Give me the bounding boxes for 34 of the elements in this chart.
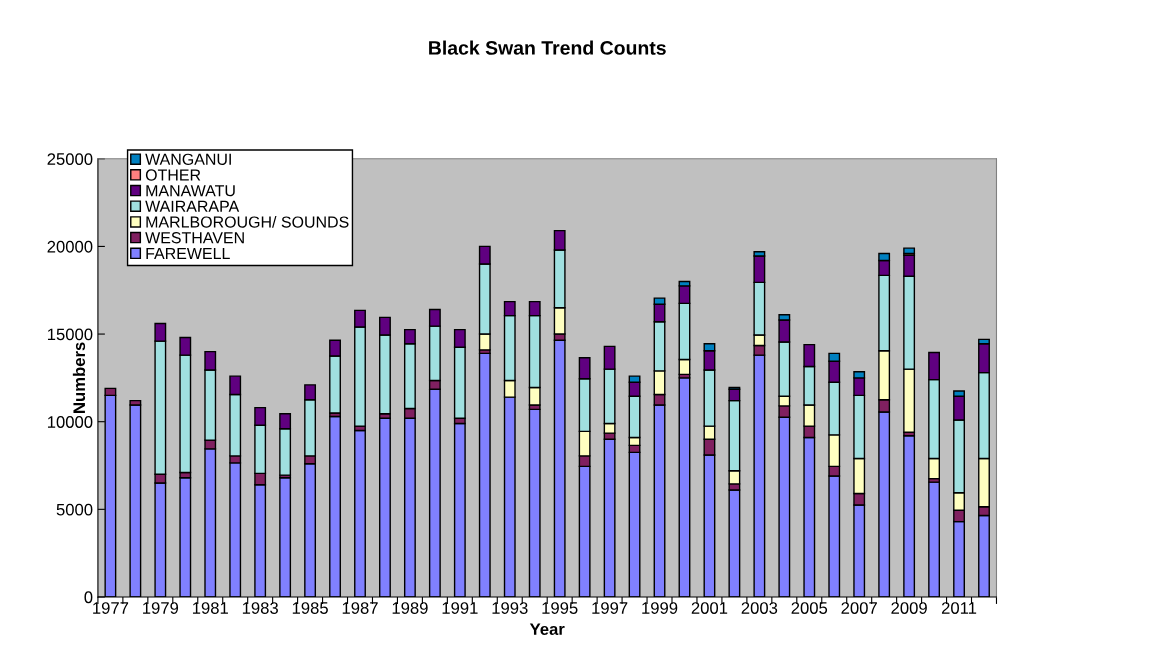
x-tick-label: 1997 (592, 602, 628, 614)
x-tick-label: 1981 (192, 602, 228, 614)
legend-label: WANGANUI (145, 153, 231, 165)
y-tick-label: 20000 (47, 240, 93, 253)
y-tick-label: 15000 (47, 328, 93, 341)
legend-label: MARLBOROUGH/ SOUNDS (146, 215, 349, 228)
legend-label: MANAWATU (146, 185, 235, 197)
x-tick-label: 2001 (691, 602, 728, 614)
x-tick-label: 1989 (392, 602, 428, 614)
x-tick-label: 2009 (891, 602, 927, 614)
legend-label: WAIRARAPA (145, 200, 240, 212)
y-tick-label: 25000 (47, 153, 93, 165)
x-tick-label: 2011 (941, 602, 977, 614)
x-tick-label: 1999 (642, 602, 678, 614)
x-tick-label: 1991 (442, 602, 478, 614)
chart-title: Black Swan Trend Counts (429, 40, 666, 55)
y-tick-label: 10000 (47, 416, 93, 428)
x-tick-label: 1977 (93, 602, 129, 614)
x-tick-label: 1987 (342, 602, 378, 614)
y-tick-label: 0 (84, 591, 93, 604)
x-tick-label: 2005 (791, 602, 828, 614)
legend-label: WESTHAVEN (145, 232, 244, 244)
legend-label: OTHER (145, 169, 201, 181)
x-axis-title: Year (529, 623, 565, 636)
x-tick-label: 1993 (492, 602, 528, 614)
x-tick-label: 1979 (143, 602, 179, 614)
x-tick-label: 2007 (841, 602, 877, 614)
x-tick-label: 2003 (741, 602, 778, 614)
x-tick-label: 1985 (292, 602, 328, 614)
legend-label: FAREWELL (146, 247, 230, 259)
y-tick-label: 5000 (56, 503, 93, 516)
y-axis-title: Numbers (72, 342, 86, 413)
x-tick-label: 1983 (242, 602, 278, 614)
x-tick-label: 1995 (542, 602, 578, 614)
